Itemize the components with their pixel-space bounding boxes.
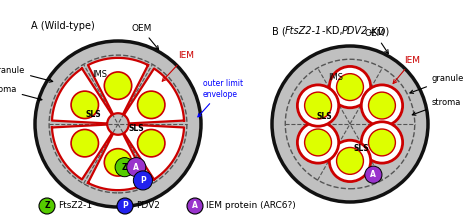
Text: SLS: SLS (128, 124, 144, 133)
Circle shape (297, 85, 339, 126)
Text: B (: B ( (272, 26, 286, 36)
Text: FtsZ2-1: FtsZ2-1 (58, 202, 92, 211)
Circle shape (305, 129, 331, 156)
Circle shape (365, 166, 382, 183)
Circle shape (115, 158, 134, 177)
Text: granule: granule (0, 66, 53, 82)
Circle shape (133, 171, 153, 190)
Circle shape (71, 91, 99, 118)
Circle shape (137, 91, 165, 118)
Polygon shape (88, 58, 148, 114)
Polygon shape (52, 125, 112, 179)
Text: stroma: stroma (412, 98, 461, 115)
Text: A: A (192, 202, 198, 211)
Circle shape (127, 158, 146, 177)
Circle shape (361, 122, 402, 163)
Text: -KD,: -KD, (322, 26, 346, 36)
Text: PDV2: PDV2 (342, 26, 368, 36)
Text: OEM: OEM (131, 24, 159, 50)
Text: stroma: stroma (0, 85, 42, 101)
Circle shape (187, 198, 203, 214)
Circle shape (39, 198, 55, 214)
Circle shape (104, 149, 132, 176)
Text: SLS: SLS (85, 110, 101, 118)
Text: A: A (371, 170, 376, 179)
Circle shape (337, 147, 364, 174)
Polygon shape (52, 69, 112, 123)
Circle shape (368, 129, 395, 156)
Text: OEM: OEM (365, 29, 388, 54)
Circle shape (117, 198, 133, 214)
Circle shape (137, 129, 165, 157)
Circle shape (329, 67, 371, 108)
Text: FtsZ2-1: FtsZ2-1 (285, 26, 322, 36)
Circle shape (297, 122, 339, 163)
Circle shape (35, 41, 201, 207)
Text: granule: granule (410, 74, 464, 93)
Text: P: P (122, 202, 128, 211)
Circle shape (329, 140, 371, 182)
Text: SLS: SLS (354, 144, 370, 153)
Text: IEM: IEM (162, 52, 194, 81)
Text: IMS: IMS (92, 70, 107, 79)
Text: outer limit
envelope: outer limit envelope (198, 80, 243, 117)
Circle shape (272, 46, 428, 202)
Polygon shape (88, 134, 148, 190)
Circle shape (368, 92, 395, 119)
Text: Z: Z (122, 163, 128, 172)
Text: Z: Z (44, 202, 50, 211)
Circle shape (361, 85, 402, 126)
Text: IMS: IMS (328, 73, 344, 82)
Circle shape (71, 129, 99, 157)
Text: IEM: IEM (393, 56, 420, 84)
Circle shape (305, 92, 331, 119)
Text: A (Wild-type): A (Wild-type) (31, 21, 95, 31)
Text: PDV2: PDV2 (136, 202, 160, 211)
Text: -KD): -KD) (369, 26, 390, 36)
Circle shape (104, 72, 132, 99)
Circle shape (337, 74, 364, 101)
Text: SLS: SLS (317, 112, 332, 121)
Polygon shape (124, 69, 184, 123)
Text: A: A (133, 163, 139, 172)
Polygon shape (124, 125, 184, 179)
Text: IEM protein (ARC6?): IEM protein (ARC6?) (206, 202, 296, 211)
Text: P: P (140, 176, 146, 185)
